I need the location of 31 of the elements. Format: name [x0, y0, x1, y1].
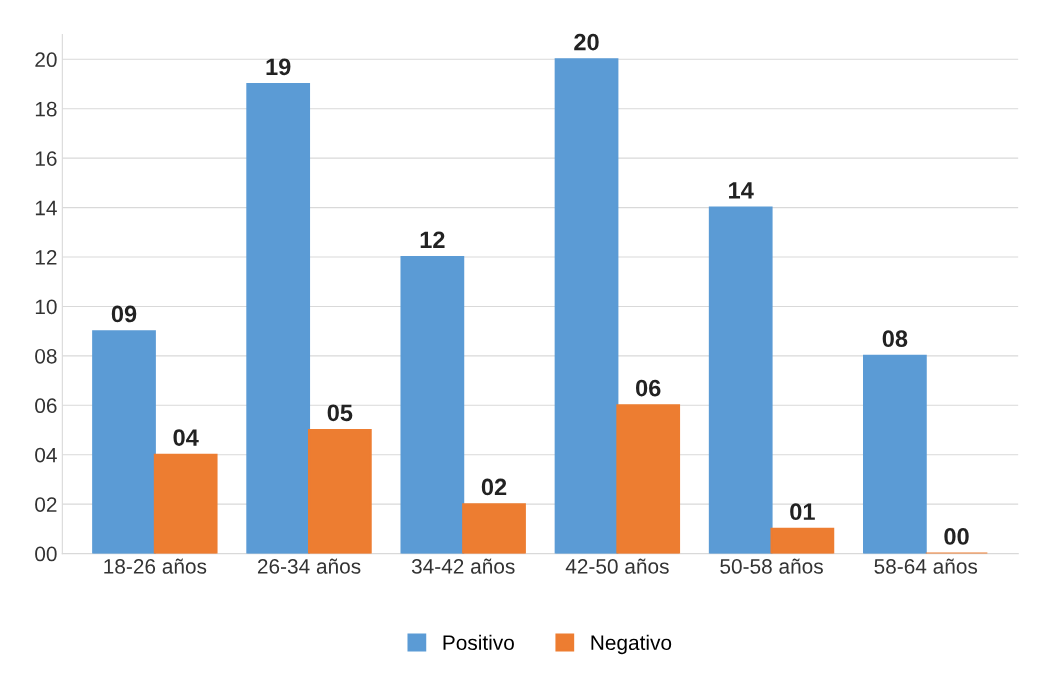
- x-tick-label: 34-42 años: [411, 558, 515, 574]
- data-label: 14: [729, 182, 754, 199]
- y-tick-label: 12: [35, 250, 57, 265]
- data-label: 09: [111, 305, 137, 323]
- y-tick-label: 16: [35, 151, 57, 166]
- y-tick-label: 14: [35, 200, 57, 216]
- y-tick-label: 10: [35, 299, 57, 315]
- data-label: 08: [882, 330, 908, 348]
- data-label: 20: [574, 33, 599, 51]
- x-tick-label: 26-34 años: [257, 558, 361, 574]
- data-label: 04: [173, 429, 199, 446]
- y-tick-label: 20: [35, 52, 57, 68]
- data-label: 06: [636, 379, 661, 397]
- data-label: 12: [420, 231, 445, 248]
- data-label: 01: [790, 503, 815, 521]
- y-tick-label: 18: [35, 101, 57, 117]
- y-tick-label: 08: [35, 348, 57, 364]
- legend-label: Negativo: [591, 634, 672, 655]
- y-tick-label: 02: [35, 497, 57, 512]
- y-tick-label: 06: [35, 398, 57, 414]
- legend-label: Positivo: [443, 634, 514, 651]
- x-tick-label: 50-58 años: [720, 558, 823, 574]
- x-tick-label: 18-26 años: [104, 558, 207, 574]
- y-tick-label: 04: [35, 447, 57, 463]
- x-tick-label: 58-64 años: [874, 558, 978, 574]
- data-label: 19: [266, 58, 291, 76]
- data-label: 05: [327, 404, 353, 422]
- y-tick-label: 00: [35, 546, 57, 562]
- x-tick-label: 42-50 años: [565, 558, 669, 574]
- data-label: 02: [481, 478, 507, 496]
- data-label: 00: [944, 528, 969, 545]
